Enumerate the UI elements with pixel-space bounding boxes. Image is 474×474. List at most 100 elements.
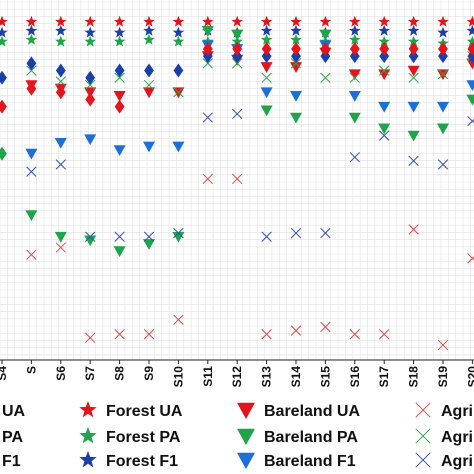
data-point [261,41,272,56]
data-point [261,49,272,64]
x-marker-stroke [320,72,331,83]
data-point [290,91,302,102]
data-point [290,112,302,124]
data-point [143,329,155,340]
x-marker-stroke [143,329,155,340]
x-tick-label: S16 [348,366,362,388]
data-point [349,152,360,163]
data-point [290,15,302,27]
data-point [407,24,420,36]
data-point [408,155,419,166]
data-point [437,101,449,113]
data-point [378,35,390,47]
x-marker-stroke [437,339,449,351]
data-point [379,49,390,64]
x-marker-stroke [55,76,66,87]
data-point [349,329,360,340]
data-point [290,227,302,239]
data-point [143,79,155,91]
x-tick-label: S12 [230,366,244,388]
data-point [349,49,360,64]
x-tick-label: S15 [318,366,332,388]
data-point [0,15,8,27]
data-point [290,62,302,73]
x-marker-stroke [55,159,66,170]
data-point [114,231,125,242]
data-point [84,15,96,27]
data-point [378,24,390,36]
x-tick-label: S20 [465,366,474,388]
x-marker-stroke [290,325,302,336]
data-point [202,112,213,123]
data-point [407,15,420,27]
x-marker-stroke [85,332,96,343]
data-point [172,35,185,47]
data-point [348,112,361,124]
data-point [467,115,474,127]
x-marker-stroke [173,314,184,325]
series-4 [25,26,474,258]
data-point [437,15,449,27]
data-point [26,166,37,177]
data-point [55,85,66,100]
data-point [260,62,273,73]
legend: UA PA F1 Forest UA Forest PA Forest F1 Barelan… [2,401,473,470]
data-point [290,33,302,45]
data-point [55,76,66,87]
data-point [466,15,474,27]
x-marker-stroke [379,130,390,141]
x-marker-stroke [379,65,390,76]
data-point [55,242,66,253]
data-point [407,130,420,142]
data-point [261,72,272,83]
x-marker-stroke [202,173,213,185]
data-point [55,24,67,36]
x-marker-stroke [232,173,243,185]
data-point [113,26,126,38]
data-point [466,94,474,106]
data-point [55,15,67,27]
x-marker-stroke [467,118,474,127]
legend-label: Forest UA [106,403,183,420]
legend-label: Agri [441,429,473,446]
data-point [143,33,155,45]
legend-label: Bareland F1 [264,453,356,470]
data-point [143,24,155,36]
data-point [26,56,37,71]
x-marker-stroke [114,231,125,242]
data-point [0,146,7,161]
x-marker-stroke [26,65,37,76]
data-point [173,63,184,78]
data-point [437,26,449,38]
data-point [466,24,474,36]
data-point [231,29,244,41]
x-marker-stroke [349,329,360,340]
data-point [85,231,96,242]
x-marker-stroke [143,231,155,242]
data-point [408,224,419,235]
data-point [291,41,301,56]
data-point [172,15,185,27]
x-tick-label: S18 [407,366,421,388]
legend-marker [79,427,97,444]
data-point [114,72,125,83]
data-point [55,159,66,170]
data-point [85,332,96,343]
x-marker-stroke [173,227,184,239]
data-point [408,41,419,56]
series-2 [0,24,474,38]
x-tick-label: S13 [260,366,274,388]
x-marker-stroke [290,227,302,239]
data-point [408,49,419,64]
data-point [437,339,449,351]
series-8 [26,108,474,242]
x-marker-stroke [320,321,331,333]
data-point [437,123,449,135]
data-point [25,148,38,160]
x-marker-stroke [320,227,331,239]
data-point [319,29,332,41]
x-marker-stroke [379,329,390,340]
legend-label: Forest PA [106,429,181,446]
data-point [232,49,243,64]
x-marker-stroke [85,79,96,91]
